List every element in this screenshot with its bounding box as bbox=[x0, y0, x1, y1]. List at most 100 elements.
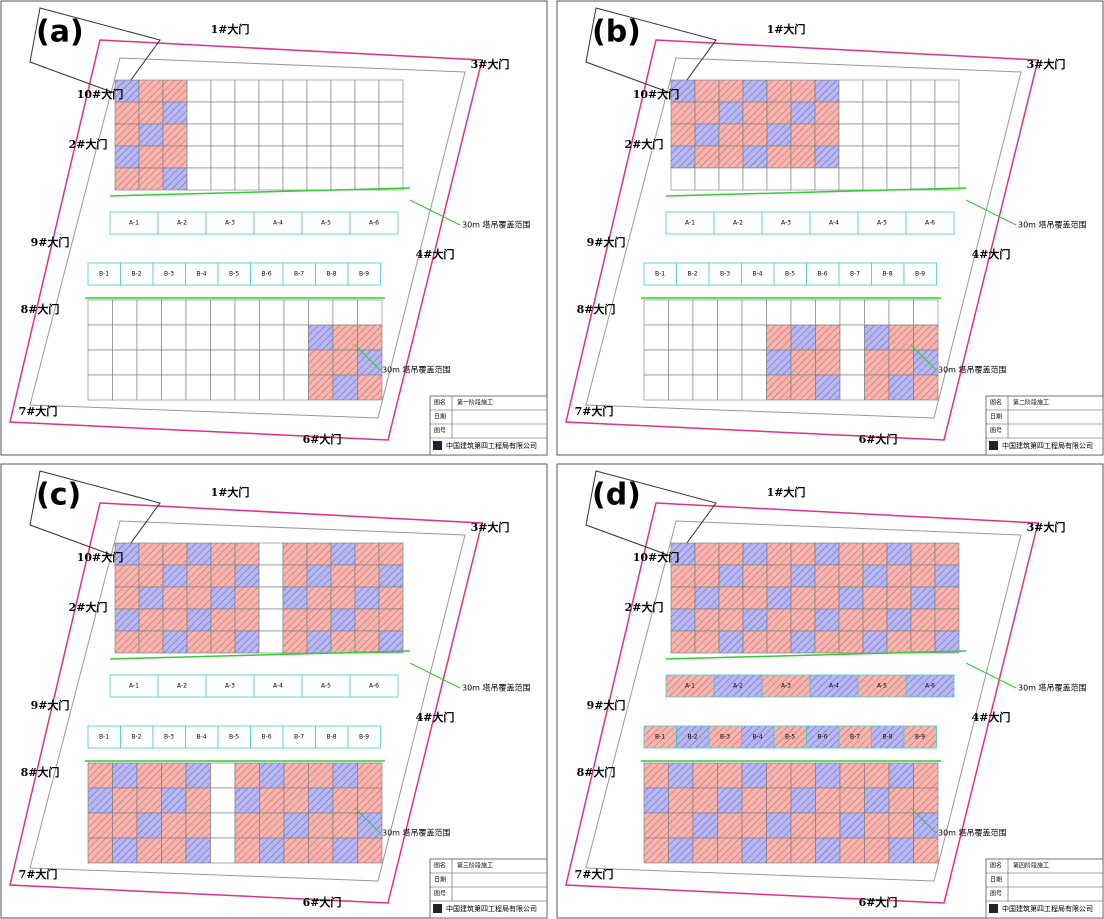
grid-cell bbox=[186, 788, 211, 813]
grid-cell bbox=[911, 543, 935, 565]
panel-label: (b) bbox=[592, 15, 641, 50]
grid-cell bbox=[211, 325, 236, 350]
gate-label: 1#大门 bbox=[211, 22, 250, 36]
grid-cell bbox=[309, 813, 334, 838]
company-logo bbox=[989, 441, 998, 450]
zone-a-label: A-6 bbox=[369, 683, 379, 690]
gate-label: 10#大门 bbox=[633, 87, 680, 101]
grid-cell bbox=[767, 350, 792, 375]
grid-cell bbox=[139, 102, 163, 124]
grid-cell bbox=[669, 763, 694, 788]
grid-cell bbox=[211, 80, 235, 102]
grid-cell bbox=[767, 168, 791, 190]
grid-cell bbox=[115, 609, 139, 631]
grid-cell bbox=[719, 587, 743, 609]
grid-cell bbox=[162, 375, 187, 400]
grid-cell bbox=[88, 325, 113, 350]
grid-cell bbox=[815, 80, 839, 102]
grid-cell bbox=[889, 763, 914, 788]
grid-cell bbox=[887, 565, 911, 587]
grid-cell bbox=[719, 565, 743, 587]
grid-cell bbox=[139, 631, 163, 653]
grid-cell bbox=[284, 788, 309, 813]
grid-cell bbox=[137, 300, 162, 325]
zone-a-label: A-1 bbox=[685, 683, 695, 690]
title-block-number: 图号 bbox=[434, 891, 446, 898]
gate-label: 9#大门 bbox=[31, 235, 70, 249]
grid-cell bbox=[187, 631, 211, 653]
grid-cell bbox=[839, 168, 863, 190]
zone-b-label: B-9 bbox=[359, 271, 369, 278]
grid-cell bbox=[719, 80, 743, 102]
grid-cell bbox=[355, 146, 379, 168]
zone-b-label: B-2 bbox=[131, 734, 141, 741]
grid-cell bbox=[865, 300, 890, 325]
grid-cell bbox=[137, 813, 162, 838]
gate-label: 6#大门 bbox=[303, 432, 342, 446]
gate-label: 10#大门 bbox=[633, 550, 680, 564]
grid-cell bbox=[331, 124, 355, 146]
title-block-number: 图号 bbox=[990, 428, 1002, 435]
gate-label: 2#大门 bbox=[625, 600, 664, 614]
grid-cell bbox=[742, 788, 767, 813]
grid-cell bbox=[113, 325, 138, 350]
panel: A-1A-2A-3A-4A-5A-6B-1B-2B-3B-4B-5B-6B-7B… bbox=[1, 1, 547, 455]
grid-cell bbox=[815, 587, 839, 609]
grid-cell bbox=[163, 102, 187, 124]
grid-cell bbox=[669, 300, 694, 325]
gate-label: 3#大门 bbox=[1027, 520, 1066, 534]
title-block-company: 中国建筑第四工程局有限公司 bbox=[1002, 904, 1093, 913]
title-block-stage: 第四阶段施工 bbox=[1013, 862, 1049, 870]
gate-label: 7#大门 bbox=[575, 404, 614, 418]
grid-cell bbox=[671, 168, 695, 190]
zone-a-label: A-6 bbox=[925, 683, 935, 690]
zone-b-label: B-6 bbox=[817, 271, 827, 278]
zone-a-label: A-3 bbox=[781, 683, 791, 690]
grid-cell bbox=[935, 609, 959, 631]
grid-cell bbox=[211, 813, 236, 838]
grid-cell bbox=[235, 325, 260, 350]
grid-cell bbox=[283, 565, 307, 587]
grid-cell bbox=[863, 631, 887, 653]
zone-a-label: A-4 bbox=[829, 220, 839, 227]
grid-cell bbox=[695, 80, 719, 102]
grid-cell bbox=[767, 587, 791, 609]
grid-cell bbox=[669, 325, 694, 350]
grid-cell bbox=[840, 788, 865, 813]
grid-cell bbox=[914, 375, 939, 400]
grid-cell bbox=[355, 587, 379, 609]
grid-cell bbox=[671, 146, 695, 168]
grid-cell bbox=[115, 102, 139, 124]
grid-cell bbox=[911, 565, 935, 587]
zone-a-label: A-1 bbox=[129, 220, 139, 227]
grid-cell bbox=[355, 124, 379, 146]
zone-b-label: B-8 bbox=[882, 734, 892, 741]
grid-cell bbox=[863, 124, 887, 146]
zone-b-label: B-3 bbox=[164, 734, 174, 741]
grid-cell bbox=[235, 168, 259, 190]
grid-cell bbox=[307, 587, 331, 609]
grid-cell bbox=[235, 102, 259, 124]
grid-cell bbox=[379, 102, 403, 124]
grid-cell bbox=[767, 631, 791, 653]
title-block: 图名第一阶段施工日期图号中国建筑第四工程局有限公司 bbox=[430, 396, 547, 455]
panel-label: (a) bbox=[36, 15, 84, 50]
grid-cell bbox=[791, 350, 816, 375]
title-block-company: 中国建筑第四工程局有限公司 bbox=[446, 904, 537, 913]
grid-cell bbox=[719, 631, 743, 653]
grid-cell bbox=[887, 102, 911, 124]
grid-cell bbox=[331, 168, 355, 190]
grid-cell bbox=[379, 543, 403, 565]
title-block-company: 中国建筑第四工程局有限公司 bbox=[1002, 441, 1093, 450]
grid-cell bbox=[767, 838, 792, 863]
gate-label: 3#大门 bbox=[1027, 57, 1066, 71]
grid-cell bbox=[331, 102, 355, 124]
grid-cell bbox=[791, 375, 816, 400]
grid-cell bbox=[235, 565, 259, 587]
grid-cell bbox=[865, 813, 890, 838]
grid-cell bbox=[88, 350, 113, 375]
grid-cell bbox=[307, 102, 331, 124]
grid-cell bbox=[815, 565, 839, 587]
grid-cell bbox=[935, 168, 959, 190]
grid-cell bbox=[163, 631, 187, 653]
